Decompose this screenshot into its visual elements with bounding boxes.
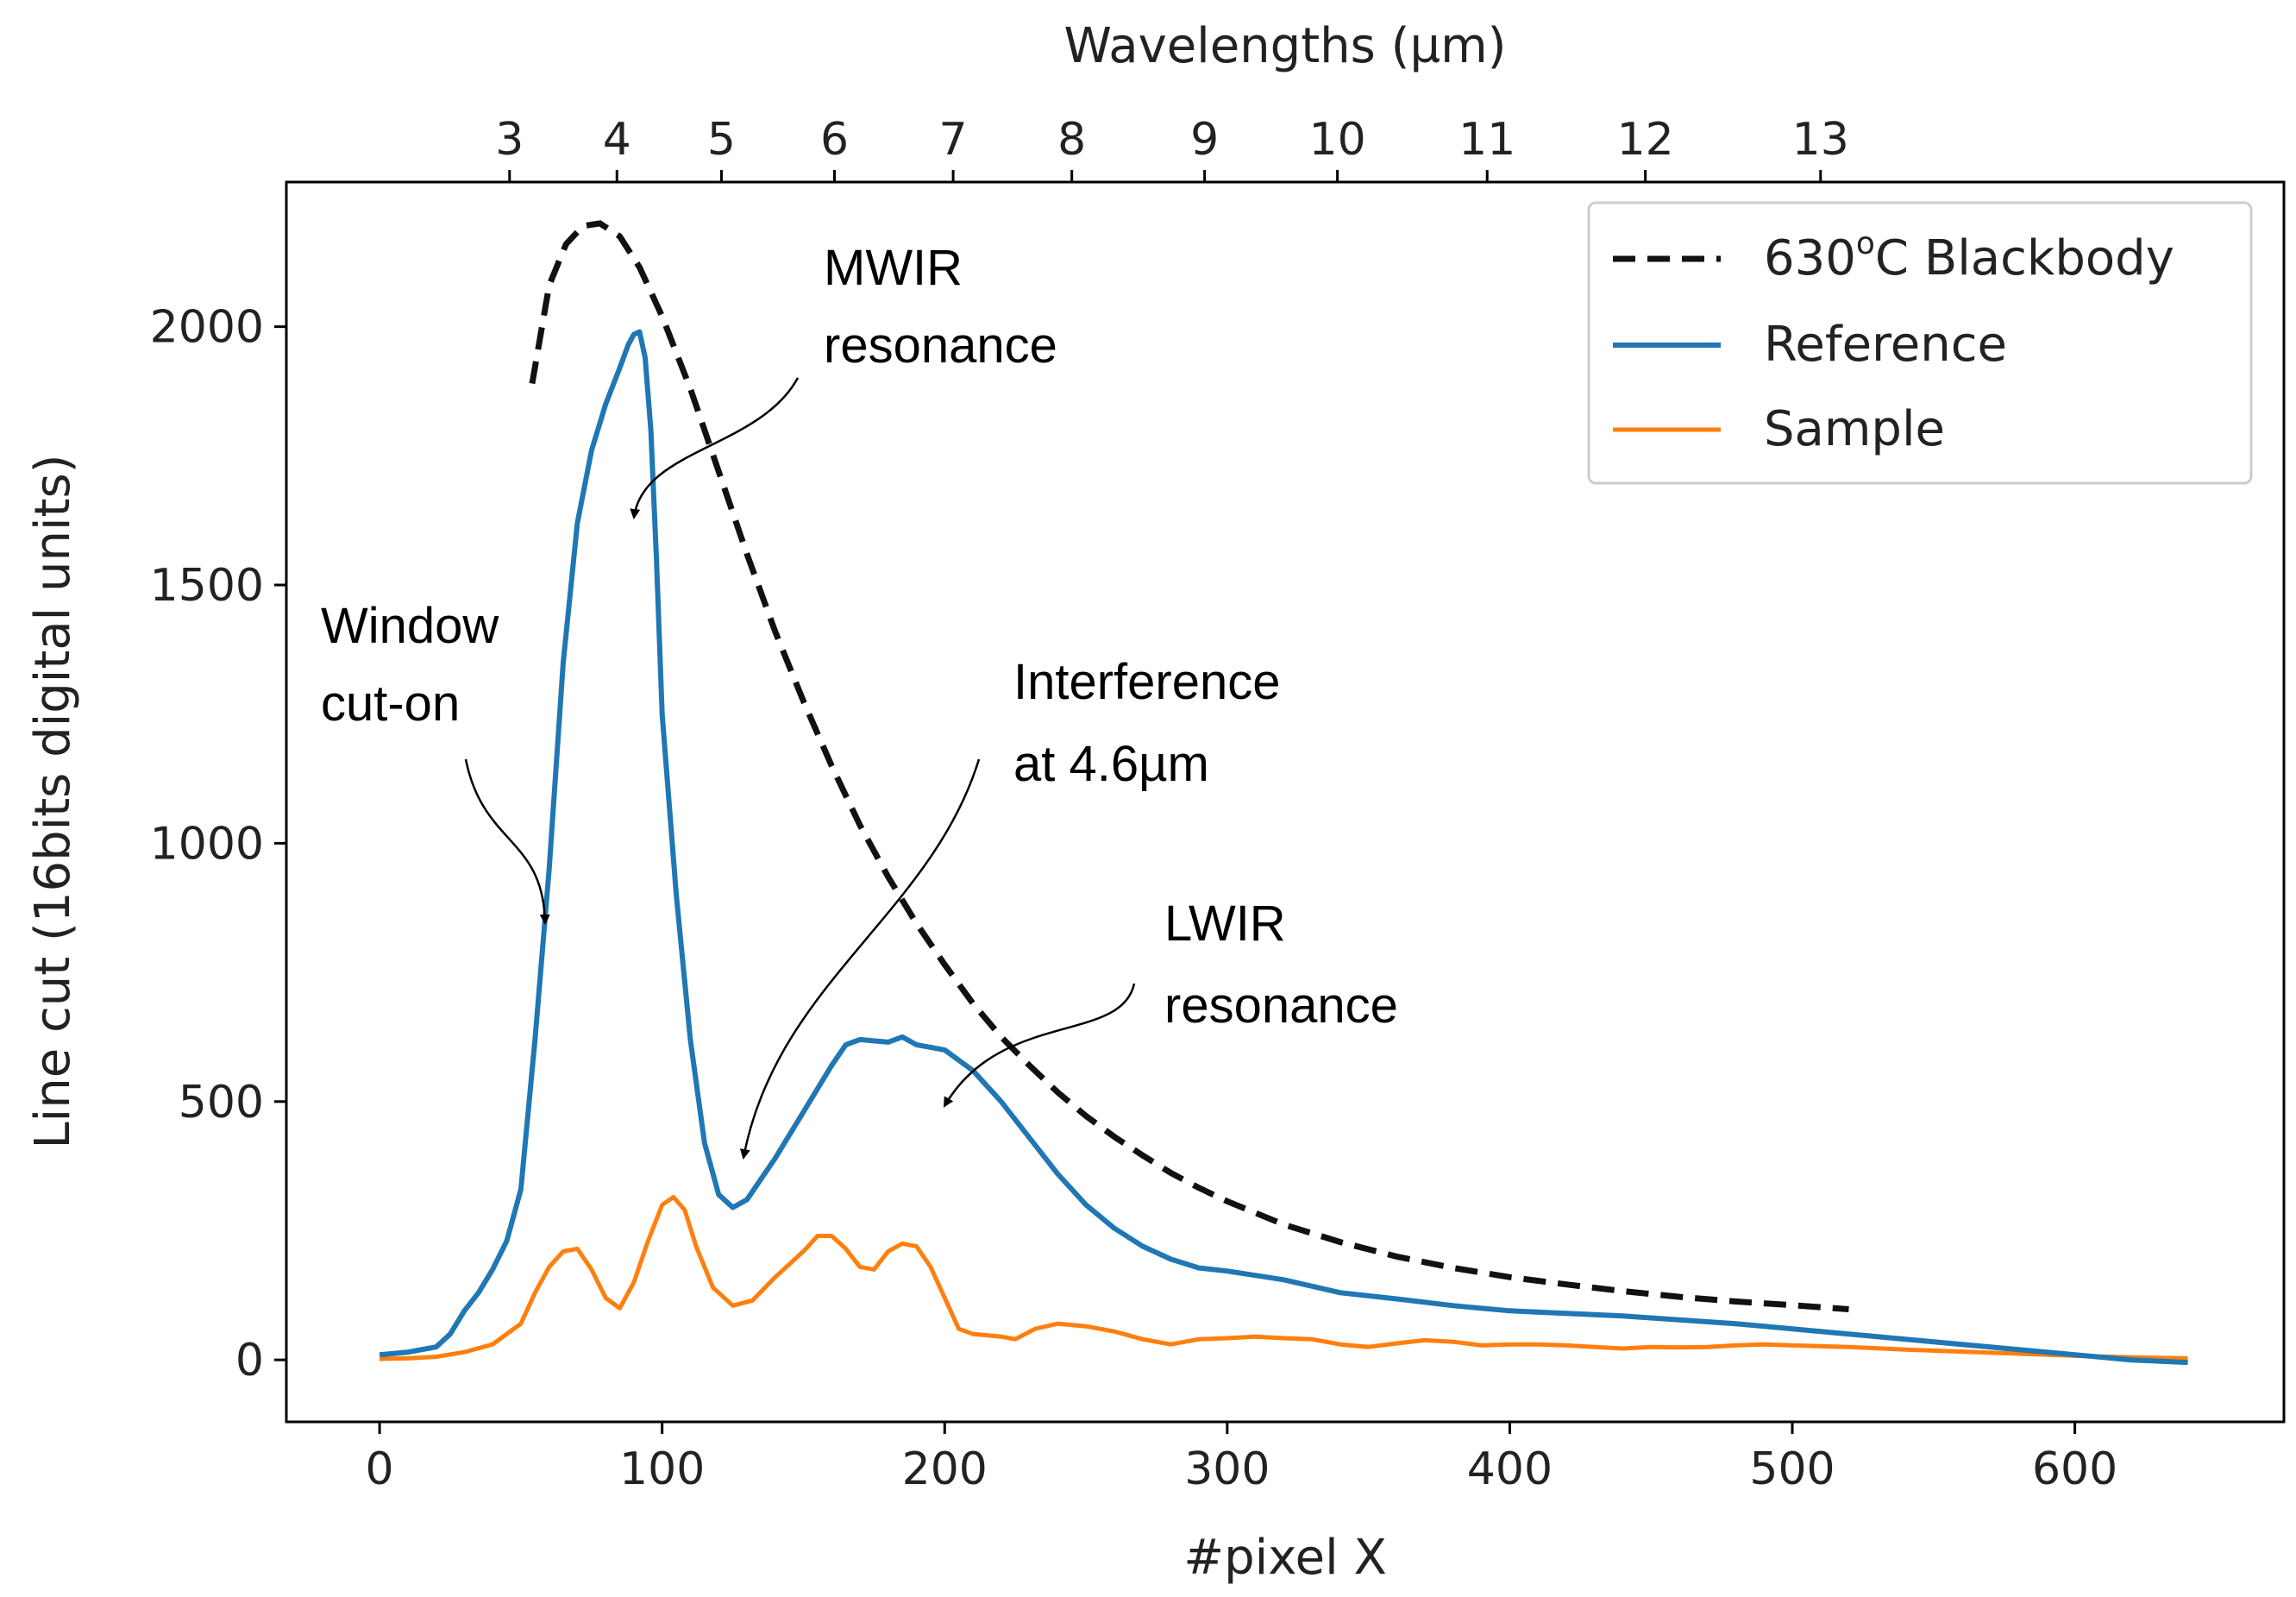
annotation-mwir-line2: resonance [824, 318, 1057, 374]
y-axis-title: Line cut (16bits digital units) [25, 454, 81, 1148]
x-tick-label: 200 [902, 1443, 988, 1495]
wavelength-tick-label: 11 [1459, 114, 1515, 166]
annotation-window-arrow [464, 758, 550, 925]
x-tick-label: 600 [2032, 1443, 2117, 1495]
wavelength-tick-label: 12 [1617, 114, 1674, 166]
x-tick-label: 300 [1184, 1443, 1270, 1495]
annotation-mwir-arrow [630, 377, 800, 519]
wavelength-axis-title: Wavelengths (µm) [1063, 18, 1506, 74]
annotation-lwir: LWIR resonance [943, 896, 1398, 1108]
x-tick-label: 0 [366, 1443, 394, 1495]
plot-frame [285, 180, 2286, 1424]
x-axis: 0 100 200 300 400 500 600 [366, 1422, 2117, 1495]
y-tick-label: 1500 [150, 560, 264, 612]
wavelength-tick-label: 6 [820, 114, 849, 166]
wavelength-tick-label: 7 [939, 114, 968, 166]
series-reference-line [379, 329, 2188, 1366]
y-tick-label: 0 [235, 1335, 264, 1386]
annotation-window: Window cut-on [321, 598, 550, 925]
annotation-mwir: MWIR resonance [630, 240, 1057, 519]
legend-label-sample: Sample [1764, 401, 1945, 457]
y-tick-label: 500 [179, 1077, 264, 1129]
legend-label-blackbody: 630oC Blackbody [1764, 226, 2174, 286]
legend-box [1587, 201, 2253, 485]
series-sample-line [380, 1195, 2188, 1361]
x-tick-label: 500 [1749, 1443, 1835, 1495]
annotation-interference-line2: at 4.6µm [1013, 736, 1209, 792]
wavelength-tick-label: 8 [1057, 114, 1086, 166]
annotation-lwir-arrow [943, 983, 1136, 1108]
series-blackbody-line [529, 220, 1849, 1312]
annotation-lwir-line2: resonance [1164, 978, 1398, 1034]
wavelength-tick-label: 3 [495, 114, 524, 166]
annotation-interference-arrow [739, 758, 981, 1160]
wavelength-tick-label: 9 [1190, 114, 1219, 166]
x-axis-title: #pixel X [1183, 1530, 1387, 1586]
legend-label-blackbody-number: 630 [1764, 230, 1856, 286]
legend: 630oC Blackbody Reference Sample [1587, 201, 2253, 485]
annotation-mwir-line1: MWIR [824, 240, 963, 296]
annotation-interference-line1: Interference [1013, 654, 1281, 710]
y-axis: 0 500 1000 1500 2000 [150, 302, 286, 1386]
legend-label-blackbody-suffix: C Blackbody [1875, 230, 2174, 286]
legend-label-blackbody-superscript: o [1856, 226, 1875, 261]
wavelength-tick-label: 10 [1309, 114, 1366, 166]
x-tick-label: 100 [619, 1443, 705, 1495]
annotation-window-line1: Window [321, 598, 499, 654]
wavelength-tick-label: 5 [707, 114, 736, 166]
wavelength-tick-label: 13 [1792, 114, 1849, 166]
wavelength-tick-label: 4 [603, 114, 631, 166]
y-tick-label: 2000 [150, 302, 264, 354]
legend-label-reference: Reference [1764, 317, 2007, 373]
annotation-lwir-line1: LWIR [1164, 896, 1286, 952]
y-tick-label: 1000 [150, 818, 264, 870]
wavelength-axis: 3 4 5 6 7 8 9 10 11 12 13 [495, 114, 1849, 182]
x-tick-label: 400 [1467, 1443, 1553, 1495]
annotation-interference: Interference at 4.6µm [739, 654, 1281, 1160]
annotation-window-line2: cut-on [321, 676, 460, 732]
